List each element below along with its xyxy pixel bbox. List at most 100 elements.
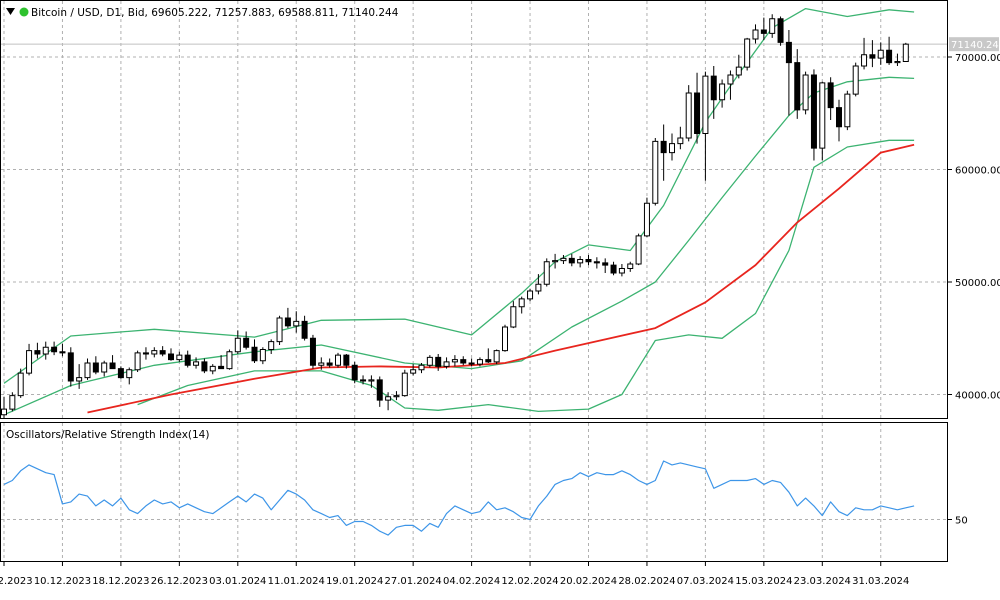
candle-body-bull xyxy=(209,365,216,372)
candle-body-bear xyxy=(568,257,575,264)
candle xyxy=(126,367,133,385)
rsi-series xyxy=(3,460,915,536)
candle-body-bear xyxy=(810,74,817,149)
candle xyxy=(385,392,392,411)
candle xyxy=(84,358,91,380)
candle xyxy=(485,348,492,363)
candle-body-bear xyxy=(435,356,442,367)
candle-body-bull xyxy=(1,408,7,416)
candle-body-bear xyxy=(201,361,208,372)
candle xyxy=(869,40,876,68)
candle xyxy=(293,311,300,333)
candle xyxy=(560,255,567,264)
candle xyxy=(26,343,33,376)
candle-body-bull xyxy=(752,29,759,40)
candle xyxy=(284,307,291,329)
candle xyxy=(502,324,508,352)
candle-body-bear xyxy=(92,362,99,373)
candle xyxy=(543,258,550,287)
candle-body-bear xyxy=(585,259,592,263)
candle-body-bull xyxy=(560,257,567,262)
candle xyxy=(568,253,575,267)
candle xyxy=(752,24,759,44)
candle-body-bull xyxy=(527,290,534,300)
candle-body-bear xyxy=(794,62,801,111)
candle-body-bull xyxy=(552,260,559,263)
candle-body-bear xyxy=(59,351,66,354)
candle-body-bull xyxy=(418,364,425,371)
candle-body-bear xyxy=(117,368,124,379)
candle xyxy=(777,16,784,46)
candle xyxy=(785,30,792,116)
candle-body-bear xyxy=(610,264,617,274)
x-tick-label: 10.12.2023 xyxy=(34,576,91,587)
x-tick-label: 02.12.2023 xyxy=(0,576,33,587)
candle-body-bear xyxy=(468,362,475,365)
collapse-triangle-icon[interactable] xyxy=(6,8,15,15)
candle xyxy=(468,358,475,367)
x-tick-label: 11.01.2024 xyxy=(268,576,325,587)
candle-body-bull xyxy=(902,43,909,62)
candle-body-bull xyxy=(176,354,183,361)
candle-body-bull xyxy=(193,361,200,366)
candle-body-bear xyxy=(284,317,291,327)
x-tick-label: 04.02.2024 xyxy=(443,576,500,587)
candle xyxy=(443,357,450,369)
y-tick-label: 60000.000 xyxy=(955,166,1000,177)
candle-body-bull xyxy=(443,361,450,367)
candle xyxy=(819,81,826,161)
candle xyxy=(894,53,901,66)
candle-body-bull xyxy=(268,341,275,350)
candle xyxy=(376,376,383,407)
candle xyxy=(393,391,400,401)
candle-body-bull xyxy=(493,350,500,363)
candle-body-bull xyxy=(259,349,266,362)
candle xyxy=(276,315,283,345)
status-dot-icon xyxy=(19,7,29,17)
candle-body-bull xyxy=(9,395,16,410)
candle-body-bull xyxy=(276,317,283,343)
candle-body-bull xyxy=(643,202,650,237)
candle xyxy=(251,339,258,363)
candle-body-bull xyxy=(543,261,550,285)
candle-body-bear xyxy=(593,261,600,264)
candle-body-bull xyxy=(476,359,483,365)
y-tick-label: 50000.000 xyxy=(955,278,1000,289)
candle-body-bear xyxy=(51,346,58,353)
candle-body-bull xyxy=(393,395,400,398)
candle xyxy=(852,62,859,97)
rsi-panel-frame xyxy=(0,422,948,562)
candle xyxy=(510,301,517,329)
candle-body-bear xyxy=(694,92,701,134)
x-tick-label: 18.12.2023 xyxy=(92,576,149,587)
candle-body-bear xyxy=(243,337,250,348)
candle-body-bull xyxy=(719,83,726,101)
candle-body-bear xyxy=(360,379,367,382)
candle-body-bull xyxy=(234,337,241,353)
candle xyxy=(769,14,776,38)
candle xyxy=(368,375,375,388)
candle xyxy=(827,77,834,120)
candle xyxy=(426,355,433,368)
candle-body-bull xyxy=(852,65,859,95)
candle xyxy=(710,66,717,119)
candle-body-bear xyxy=(460,359,467,364)
candle-body-bull xyxy=(677,137,684,145)
candle-body-bull xyxy=(861,54,868,67)
candle xyxy=(794,49,801,119)
candle-body-bear xyxy=(351,364,358,381)
x-tick-label: 15.03.2024 xyxy=(735,576,792,587)
candle xyxy=(552,253,559,269)
candle-body-bull xyxy=(426,356,433,366)
candle-body-bear xyxy=(109,362,116,370)
candle-body-bull xyxy=(727,74,734,85)
candle xyxy=(810,69,817,161)
candle xyxy=(360,375,367,385)
candle-body-bull xyxy=(385,396,392,401)
candle-body-bull xyxy=(894,61,901,64)
candle-body-bear xyxy=(785,41,792,64)
candle xyxy=(418,363,425,374)
candle xyxy=(343,354,350,369)
candle xyxy=(577,256,584,268)
